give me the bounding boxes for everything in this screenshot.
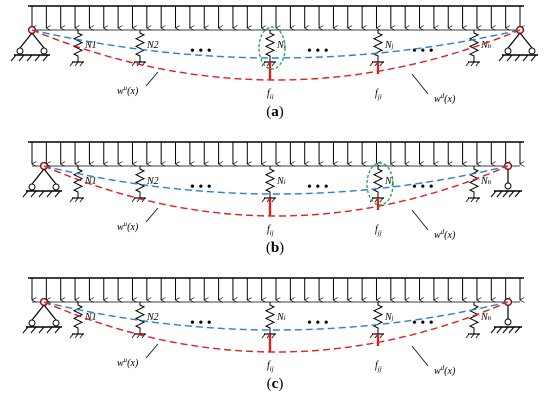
spring-label-nj: Nj (384, 176, 394, 187)
distributed-load (28, 277, 524, 300)
spring-n1 (69, 30, 84, 67)
spring-n2 (131, 302, 146, 339)
spring-nj (369, 302, 384, 339)
spring-label-nj: Nj (384, 312, 394, 323)
spring-ni (261, 30, 276, 67)
spring-label-nn: Nn (480, 312, 492, 323)
panel-a: N1 N2 Ni Nj Nn• • • • • • • • •fii fjiwu(x)wd(x… (10, 5, 538, 120)
panel-caption: (a) (266, 104, 284, 120)
force-label-j: fjj (375, 224, 382, 237)
distributed-load (28, 141, 524, 164)
force-label-i: fii (267, 88, 274, 101)
force-label-j: fji (375, 88, 382, 101)
pin-support (22, 162, 62, 198)
spring-ni (261, 166, 276, 203)
leader-upper (145, 207, 159, 223)
lower-deflection-curve (31, 29, 521, 81)
panel-caption: (c) (267, 376, 284, 392)
leader-lower (411, 209, 429, 231)
lower-deflection-curve (43, 301, 509, 353)
lower-curve-label: wd(x) (434, 364, 456, 377)
spring-n1 (69, 166, 84, 203)
pin-support (22, 298, 62, 334)
panel-caption: (b) (266, 240, 284, 256)
leader-lower (411, 345, 429, 367)
highlight-ellipse (366, 162, 394, 206)
spring-label-n2: N2 (146, 312, 159, 323)
force-label-j: fjj (375, 360, 382, 373)
roller-support (490, 162, 522, 198)
leader-upper (145, 71, 159, 87)
upper-curve-label: wu(x) (117, 84, 139, 97)
panel-c: N1 N2 Ni Nj Nn• • • • • • • • •fij fjjwu(x)wd(x… (22, 277, 524, 392)
spring-label-nn: Nn (480, 40, 492, 51)
spring-label-ni: Ni (276, 176, 286, 187)
ellipsis-dots: • • • (190, 180, 212, 195)
roller-support (490, 298, 522, 334)
distributed-load (28, 5, 524, 28)
panel-b: N1 N2 Ni Nj Nn• • • • • • • • •fij fjjwu(x)wd(x… (22, 141, 524, 256)
spring-nn (465, 302, 480, 339)
ellipsis-dots: • • • (190, 316, 212, 331)
pin-support (10, 26, 50, 62)
highlight-ellipse (258, 26, 286, 70)
lower-deflection-curve (43, 165, 509, 217)
spring-label-nj: Nj (384, 40, 394, 51)
spring-nj (369, 166, 384, 203)
spring-label-n2: N2 (146, 176, 159, 187)
spring-label-n1: N1 (84, 40, 97, 51)
ellipsis-dots: • • • (307, 180, 329, 195)
spring-label-n2: N2 (146, 40, 159, 51)
spring-nj (369, 30, 384, 67)
upper-deflection-curve (43, 301, 509, 331)
pin-support (498, 26, 538, 62)
spring-label-n1: N1 (84, 312, 97, 323)
force-label-i: fij (267, 224, 274, 237)
spring-nn (465, 166, 480, 203)
spring-label-ni: Ni (276, 312, 286, 323)
upper-deflection-curve (31, 29, 521, 59)
force-label-i: fij (267, 360, 274, 373)
lower-curve-label: wd(x) (434, 92, 456, 105)
ellipsis-dots: • • • (307, 44, 329, 59)
spring-n1 (69, 302, 84, 339)
upper-curve-label: wu(x) (117, 220, 139, 233)
spring-ni (261, 302, 276, 339)
upper-curve-label: wu(x) (117, 356, 139, 369)
upper-deflection-curve (43, 165, 509, 195)
spring-label-n1: N1 (84, 176, 97, 187)
ellipsis-dots: • • • (307, 316, 329, 331)
spring-label-nn: Nn (480, 176, 492, 187)
spring-nn (465, 30, 480, 67)
leader-lower (411, 73, 429, 95)
ellipsis-dots: • • • (190, 44, 212, 59)
leader-upper (145, 343, 159, 359)
lower-curve-label: wd(x) (434, 228, 456, 241)
